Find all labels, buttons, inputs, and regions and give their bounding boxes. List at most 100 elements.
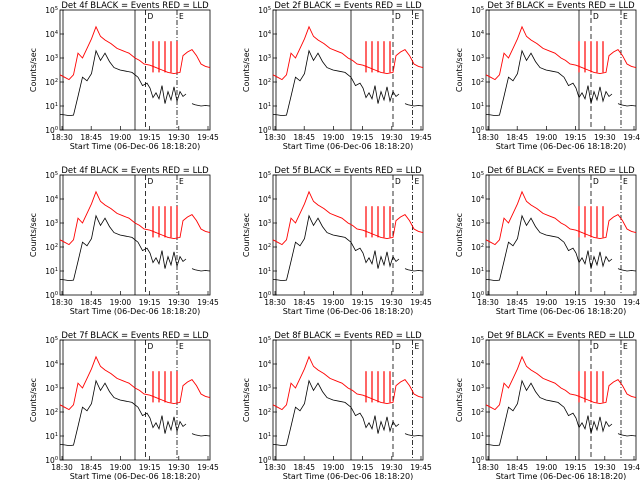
lld-series: [59, 355, 211, 411]
x-tick-label: 19:15: [565, 298, 587, 307]
x-tick-label: 18:45: [80, 463, 102, 472]
x-tick-label: 19:45: [197, 463, 219, 472]
panel-title: Det 8f BLACK = Events RED = LLD: [274, 331, 422, 341]
x-tick-label: 19:00: [323, 463, 345, 472]
axes-frame: [272, 9, 424, 131]
x-axis-label: Start Time (06-Dec-06 18:18:20): [283, 142, 414, 151]
y-tick-label: 105: [45, 6, 58, 15]
x-tick-label: 18:45: [293, 298, 315, 307]
detector-panel-4: Det 4f BLACK = Events RED = LLD 100 101 102…: [29, 166, 219, 316]
lld-series: [485, 355, 637, 411]
x-tick-label: 19:15: [139, 298, 161, 307]
x-tick-label: 19:45: [623, 298, 640, 307]
y-tick-label: 102: [45, 78, 58, 87]
x-axis-label: Start Time (06-Dec-06 18:18:20): [283, 472, 414, 480]
x-axis-label: Start Time (06-Dec-06 18:18:20): [70, 142, 201, 151]
x-tick-label: 19:00: [110, 133, 132, 142]
y-tick-label: 103: [471, 384, 484, 393]
x-tick-label: 19:30: [381, 298, 403, 307]
y-tick-label: 100: [45, 291, 58, 300]
lld-series: [59, 25, 211, 81]
y-axis-label: Counts/sec: [242, 213, 251, 257]
y-tick-label: 103: [471, 219, 484, 228]
lld-series: [59, 190, 211, 246]
y-tick-label: 101: [258, 267, 271, 276]
x-tick-label: 19:15: [352, 463, 374, 472]
y-axis-label: Counts/sec: [455, 48, 464, 92]
y-tick-label: 103: [258, 219, 271, 228]
y-tick-label: 103: [258, 54, 271, 63]
y-tick-label: 105: [471, 6, 484, 15]
x-tick-label: 19:30: [594, 463, 616, 472]
y-tick-label: 104: [471, 195, 484, 204]
x-tick-label: 19:00: [110, 463, 132, 472]
events-series: [59, 214, 187, 282]
x-tick-label: 18:30: [51, 133, 73, 142]
y-tick-label: 101: [45, 267, 58, 276]
y-tick-label: 105: [258, 336, 271, 345]
detector-panel-6: Det 6f BLACK = Events RED = LLD 100 101 102…: [455, 166, 640, 316]
x-tick-label: 18:45: [506, 133, 528, 142]
events-series-tail: [404, 433, 424, 437]
x-tick-label: 19:00: [323, 133, 345, 142]
axes-frame: [485, 339, 637, 461]
y-tick-label: 104: [258, 360, 271, 369]
axes-frame: [485, 9, 637, 131]
x-tick-label: 19:30: [168, 463, 190, 472]
panel-title: Det 4f BLACK = Events RED = LLD: [61, 1, 209, 11]
y-axis-label: Counts/sec: [29, 213, 38, 257]
y-axis-label: Counts/sec: [242, 48, 251, 92]
y-tick-label: 102: [258, 78, 271, 87]
x-tick-label: 19:30: [168, 133, 190, 142]
y-tick-label: 104: [45, 360, 58, 369]
event-marker: D: [593, 342, 599, 351]
event-marker: D: [593, 177, 599, 186]
y-tick-label: 105: [471, 336, 484, 345]
y-tick-label: 102: [258, 408, 271, 417]
x-axis-label: Start Time (06-Dec-06 18:18:20): [496, 142, 627, 151]
axes-frame: [485, 174, 637, 296]
x-tick-label: 19:45: [410, 463, 432, 472]
y-axis-label: Counts/sec: [242, 378, 251, 422]
x-axis-label: Start Time (06-Dec-06 18:18:20): [496, 472, 627, 480]
x-tick-label: 19:00: [110, 298, 132, 307]
y-tick-label: 100: [45, 456, 58, 465]
y-tick-label: 105: [258, 6, 271, 15]
lld-series: [272, 355, 424, 411]
y-tick-label: 101: [471, 267, 484, 276]
panel-title: Det 5f BLACK = Events RED = LLD: [274, 166, 422, 176]
event-marker: D: [395, 12, 401, 21]
y-tick-label: 100: [45, 126, 58, 135]
detector-panel-8: Det 8f BLACK = Events RED = LLD 100 101 102…: [242, 331, 432, 480]
y-tick-label: 101: [258, 102, 271, 111]
events-series: [485, 379, 613, 447]
panel-title: Det 6f BLACK = Events RED = LLD: [487, 166, 635, 176]
y-tick-label: 101: [258, 432, 271, 441]
y-tick-label: 104: [471, 360, 484, 369]
y-axis-label: Counts/sec: [455, 213, 464, 257]
x-tick-label: 18:30: [264, 298, 286, 307]
detector-panel-2: Det 2f BLACK = Events RED = LLD 100 101 102…: [242, 1, 432, 151]
x-axis-label: Start Time (06-Dec-06 18:18:20): [70, 472, 201, 480]
x-tick-label: 18:30: [264, 463, 286, 472]
events-series: [272, 379, 400, 447]
x-tick-label: 18:45: [293, 463, 315, 472]
events-series-tail: [617, 103, 637, 107]
panel-title: Det 3f BLACK = Events RED = LLD: [487, 1, 635, 11]
x-tick-label: 19:30: [168, 298, 190, 307]
x-axis-label: Start Time (06-Dec-06 18:18:20): [70, 307, 201, 316]
events-series-tail: [404, 103, 424, 107]
y-tick-label: 104: [471, 30, 484, 39]
events-series: [272, 49, 400, 117]
event-marker: E: [623, 342, 628, 351]
x-axis-label: Start Time (06-Dec-06 18:18:20): [496, 307, 627, 316]
y-tick-label: 100: [471, 291, 484, 300]
y-tick-label: 105: [471, 171, 484, 180]
x-tick-label: 19:45: [197, 133, 219, 142]
y-axis-label: Counts/sec: [29, 48, 38, 92]
x-tick-label: 19:15: [565, 133, 587, 142]
x-tick-label: 19:45: [410, 133, 432, 142]
events-series: [59, 49, 187, 117]
lld-series: [485, 190, 637, 246]
x-tick-label: 19:45: [410, 298, 432, 307]
